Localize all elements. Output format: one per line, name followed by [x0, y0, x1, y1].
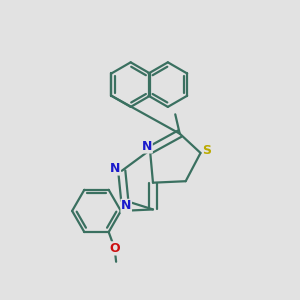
- Text: S: S: [202, 143, 211, 157]
- Text: N: N: [121, 200, 131, 212]
- Text: N: N: [142, 140, 152, 153]
- Text: N: N: [110, 162, 120, 175]
- Text: O: O: [109, 242, 120, 255]
